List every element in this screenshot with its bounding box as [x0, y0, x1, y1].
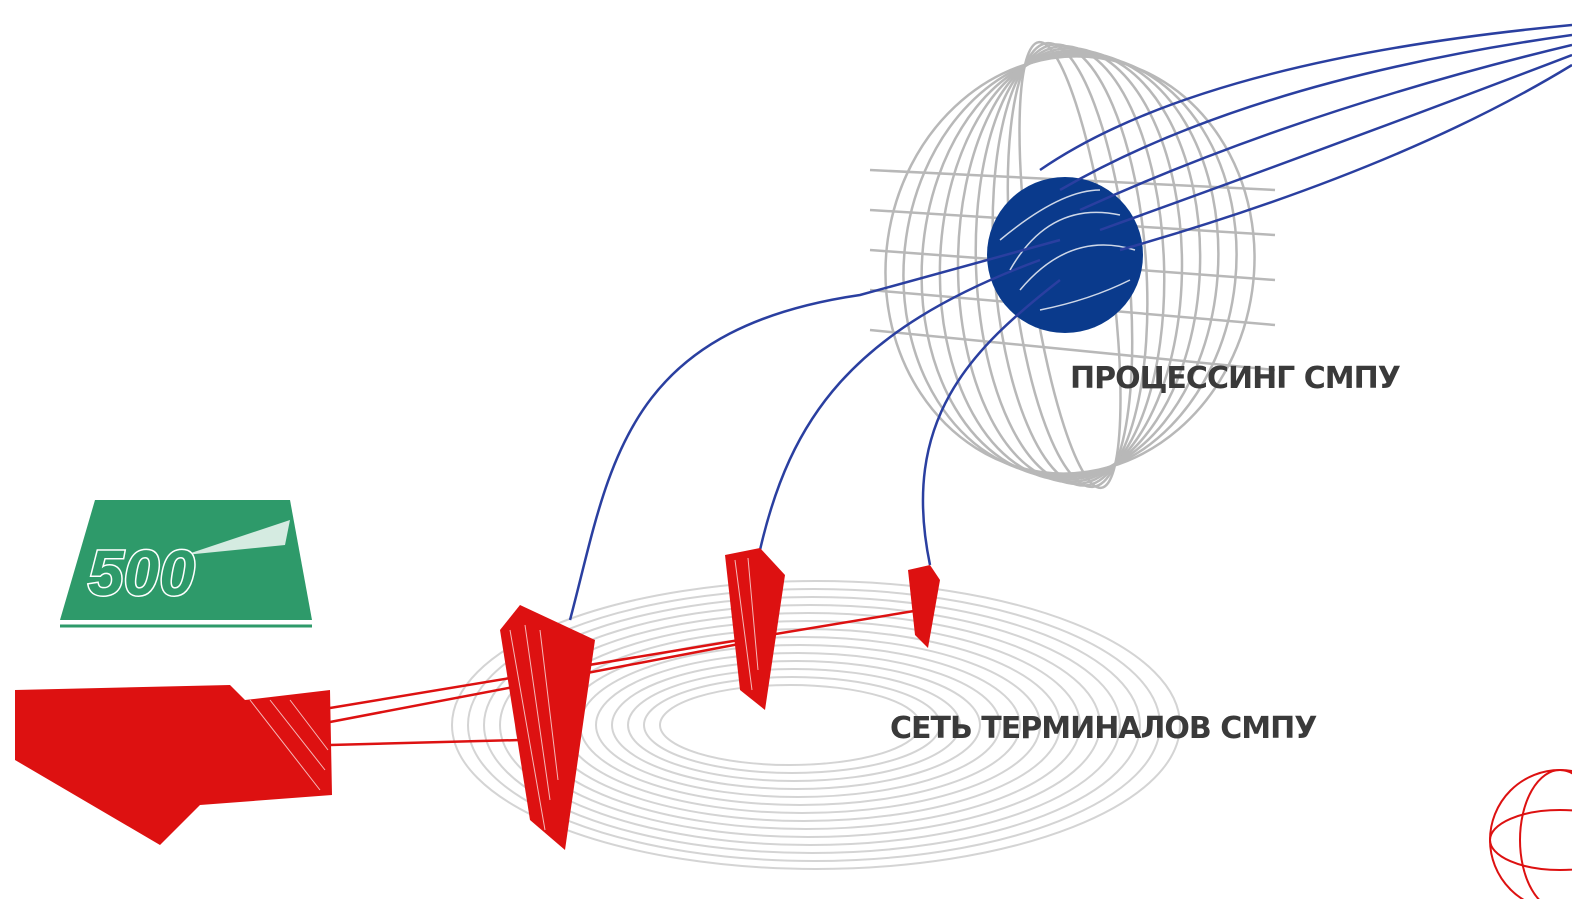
ring [643, 676, 941, 774]
ring [483, 596, 1141, 854]
processing-label: ПРОЦЕССИНГ СМПУ [1070, 361, 1401, 396]
ring [627, 668, 961, 782]
ring [595, 652, 1001, 798]
ring [451, 580, 1181, 870]
core-swirl [999, 189, 1136, 311]
processing-core [987, 177, 1143, 333]
latitude [869, 328, 1276, 372]
ring [659, 684, 921, 766]
ring [467, 588, 1161, 862]
meridian [902, 53, 1238, 477]
card-label: 500 [88, 537, 195, 609]
terminal-hatching [249, 557, 759, 831]
network-label: СЕТЬ ТЕРМИНАЛОВ СМПУ [890, 711, 1317, 746]
connections [568, 23, 1572, 621]
ring [499, 604, 1121, 846]
processing-globe [869, 40, 1276, 490]
meridian [974, 44, 1166, 486]
ring [611, 660, 981, 790]
card: 500 [60, 500, 312, 628]
terminals [15, 548, 940, 850]
corner-globe [1489, 769, 1572, 899]
meridian [884, 55, 1256, 475]
meridian [956, 46, 1184, 484]
meridian [938, 48, 1202, 482]
